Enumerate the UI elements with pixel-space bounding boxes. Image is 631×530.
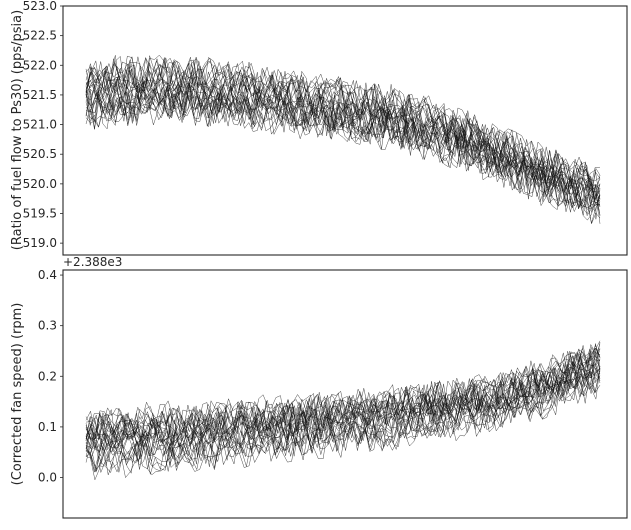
fuel-flow-ratio-series-line bbox=[85, 57, 601, 191]
fan-speed-series-line bbox=[85, 350, 601, 457]
fan-speed-y-tick-label: 0.2 bbox=[38, 369, 57, 383]
fan-speed-y-tick-label: 0.0 bbox=[38, 471, 57, 485]
fan-speed-y-tick-label: 0.1 bbox=[38, 420, 57, 434]
fuel-flow-ratio-series-line bbox=[85, 63, 601, 200]
fan-speed-series-line bbox=[85, 352, 601, 447]
fan-speed-series-line bbox=[85, 347, 601, 450]
fuel-flow-ratio-plot: 519.0 519.5 520.0 520.5 521.0 521.5 522.0 522.5… bbox=[10, 0, 628, 256]
fuel-flow-ratio-series-line bbox=[85, 76, 601, 216]
fan-speed-plot: +2.388e3 0.0 0.1 0.2 0.3 0.4 (Corrected fan … bbox=[10, 255, 628, 519]
fuel-flow-ratio-y-tick-label: 522.5 bbox=[23, 29, 57, 43]
fan-speed-series-line bbox=[85, 368, 601, 473]
fan-speed-y-axis-label: (Corrected fan speed) (rpm) bbox=[10, 303, 25, 486]
fan-speed-series-line bbox=[85, 343, 601, 439]
fan-speed-series-line bbox=[85, 364, 601, 470]
fuel-flow-ratio-y-axis-label: (Ratio of fuel flow to Ps30) (pps/psia) bbox=[10, 10, 25, 250]
fuel-flow-ratio-series-line bbox=[85, 80, 601, 207]
fan-speed-series-line bbox=[85, 365, 601, 472]
fan-speed-series-line bbox=[85, 343, 601, 441]
fuel-flow-ratio-y-tick-label: 519.5 bbox=[23, 207, 57, 221]
fuel-flow-ratio-y-tick-label: 521.5 bbox=[23, 88, 57, 102]
fuel-flow-ratio-y-tick-label: 519.0 bbox=[23, 236, 57, 250]
fan-speed-series-line bbox=[85, 359, 601, 463]
fuel-flow-ratio-y-tick-label: 522.0 bbox=[23, 58, 57, 72]
fan-speed-y-ticks: 0.0 0.1 0.2 0.3 0.4 bbox=[38, 268, 63, 485]
fuel-flow-ratio-y-tick-label: 523.0 bbox=[23, 0, 57, 13]
fuel-flow-ratio-y-tick-label: 520.5 bbox=[23, 147, 57, 161]
fan-speed-y-tick-label: 0.3 bbox=[38, 319, 57, 333]
fan-speed-series-group bbox=[85, 340, 601, 481]
fuel-flow-ratio-series-line bbox=[85, 76, 601, 205]
fuel-flow-ratio-series-line bbox=[85, 84, 601, 224]
fan-speed-series-line bbox=[85, 342, 601, 439]
fan-speed-axes-frame bbox=[62, 269, 628, 519]
fan-speed-series-line bbox=[85, 348, 601, 443]
fan-speed-offset-text: +2.388e3 bbox=[63, 255, 122, 269]
fuel-flow-ratio-axes-frame bbox=[62, 5, 628, 256]
fan-speed-series-line bbox=[85, 363, 601, 462]
fan-speed-series-line bbox=[85, 364, 601, 456]
fuel-flow-ratio-series-line bbox=[85, 57, 601, 201]
fan-speed-series-line bbox=[85, 344, 601, 442]
fan-speed-series-line bbox=[85, 355, 601, 455]
fuel-flow-ratio-y-tick-label: 520.0 bbox=[23, 177, 57, 191]
fuel-flow-ratio-series-line bbox=[85, 91, 601, 216]
fuel-flow-ratio-y-tick-label: 521.0 bbox=[23, 118, 57, 132]
fuel-flow-ratio-series-group bbox=[85, 54, 601, 225]
fuel-flow-ratio-series-line bbox=[85, 54, 601, 197]
fuel-flow-ratio-y-ticks: 519.0 519.5 520.0 520.5 521.0 521.5 522.0 522.5… bbox=[23, 0, 63, 250]
fuel-flow-ratio-series-line bbox=[85, 90, 601, 224]
fuel-flow-ratio-series-line bbox=[85, 89, 601, 225]
fan-speed-series-line bbox=[85, 354, 601, 463]
fuel-flow-ratio-series-line bbox=[85, 76, 601, 210]
fan-speed-series-line bbox=[85, 369, 601, 479]
fan-speed-y-tick-label: 0.4 bbox=[38, 268, 57, 282]
